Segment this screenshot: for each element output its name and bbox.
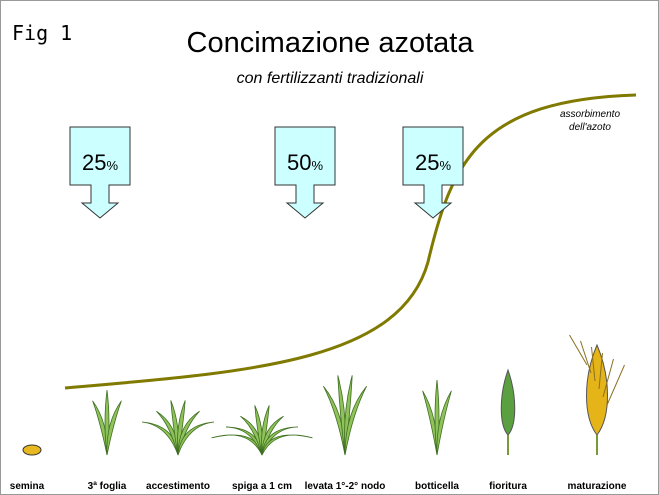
seed xyxy=(23,445,41,455)
slide: Fig 1 Concimazione azotata con fertilizz… xyxy=(0,0,659,495)
dose-unit: % xyxy=(439,158,451,173)
stage-label: 3ª foglia xyxy=(88,481,127,492)
stage-label: botticella xyxy=(415,481,459,492)
dose-unit: % xyxy=(311,158,323,173)
curve-label: assorbimento xyxy=(560,109,620,120)
subtitle: con fertilizzanti tradizionali xyxy=(237,70,424,87)
dose-amount: 25 xyxy=(415,150,439,175)
curve-label: dell'azoto xyxy=(569,122,611,133)
title: Concimazione azotata xyxy=(187,27,475,59)
stage-label: fioritura xyxy=(489,481,527,492)
dose-unit: % xyxy=(106,158,118,173)
stage-label: semina xyxy=(10,481,45,492)
dose-amount: 50 xyxy=(287,150,311,175)
stage-label: levata 1°-2° nodo xyxy=(305,481,386,492)
stage-label: maturazione xyxy=(568,481,627,492)
stage-label: accestimento xyxy=(146,481,210,492)
figure-label: Fig 1 xyxy=(12,21,72,45)
stage-label: spiga a 1 cm xyxy=(232,481,292,492)
dose-amount: 25 xyxy=(82,150,106,175)
